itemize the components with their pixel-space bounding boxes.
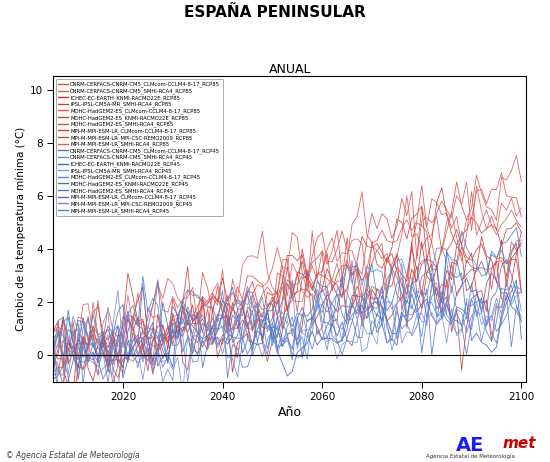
Text: Agencia Estatal de Meteorología: Agencia Estatal de Meteorología <box>426 453 515 459</box>
Y-axis label: Cambio de la temperatura mínima (°C): Cambio de la temperatura mínima (°C) <box>15 127 25 331</box>
X-axis label: Año: Año <box>278 406 302 419</box>
Text: © Agencia Estatal de Meteorología: © Agencia Estatal de Meteorología <box>6 451 139 460</box>
Text: met: met <box>503 436 536 451</box>
Legend: CNRM-CERFACS-CNRM-CM5_CLMcom-CCLM4-8-17_RCP85, CNRM-CERFACS-CNRM-CM5_SMHI-RCA4_R: CNRM-CERFACS-CNRM-CM5_CLMcom-CCLM4-8-17_… <box>56 79 223 216</box>
Title: ANUAL: ANUAL <box>268 63 311 77</box>
Text: AE: AE <box>456 436 485 455</box>
Text: ESPAÑA PENINSULAR: ESPAÑA PENINSULAR <box>184 5 366 19</box>
